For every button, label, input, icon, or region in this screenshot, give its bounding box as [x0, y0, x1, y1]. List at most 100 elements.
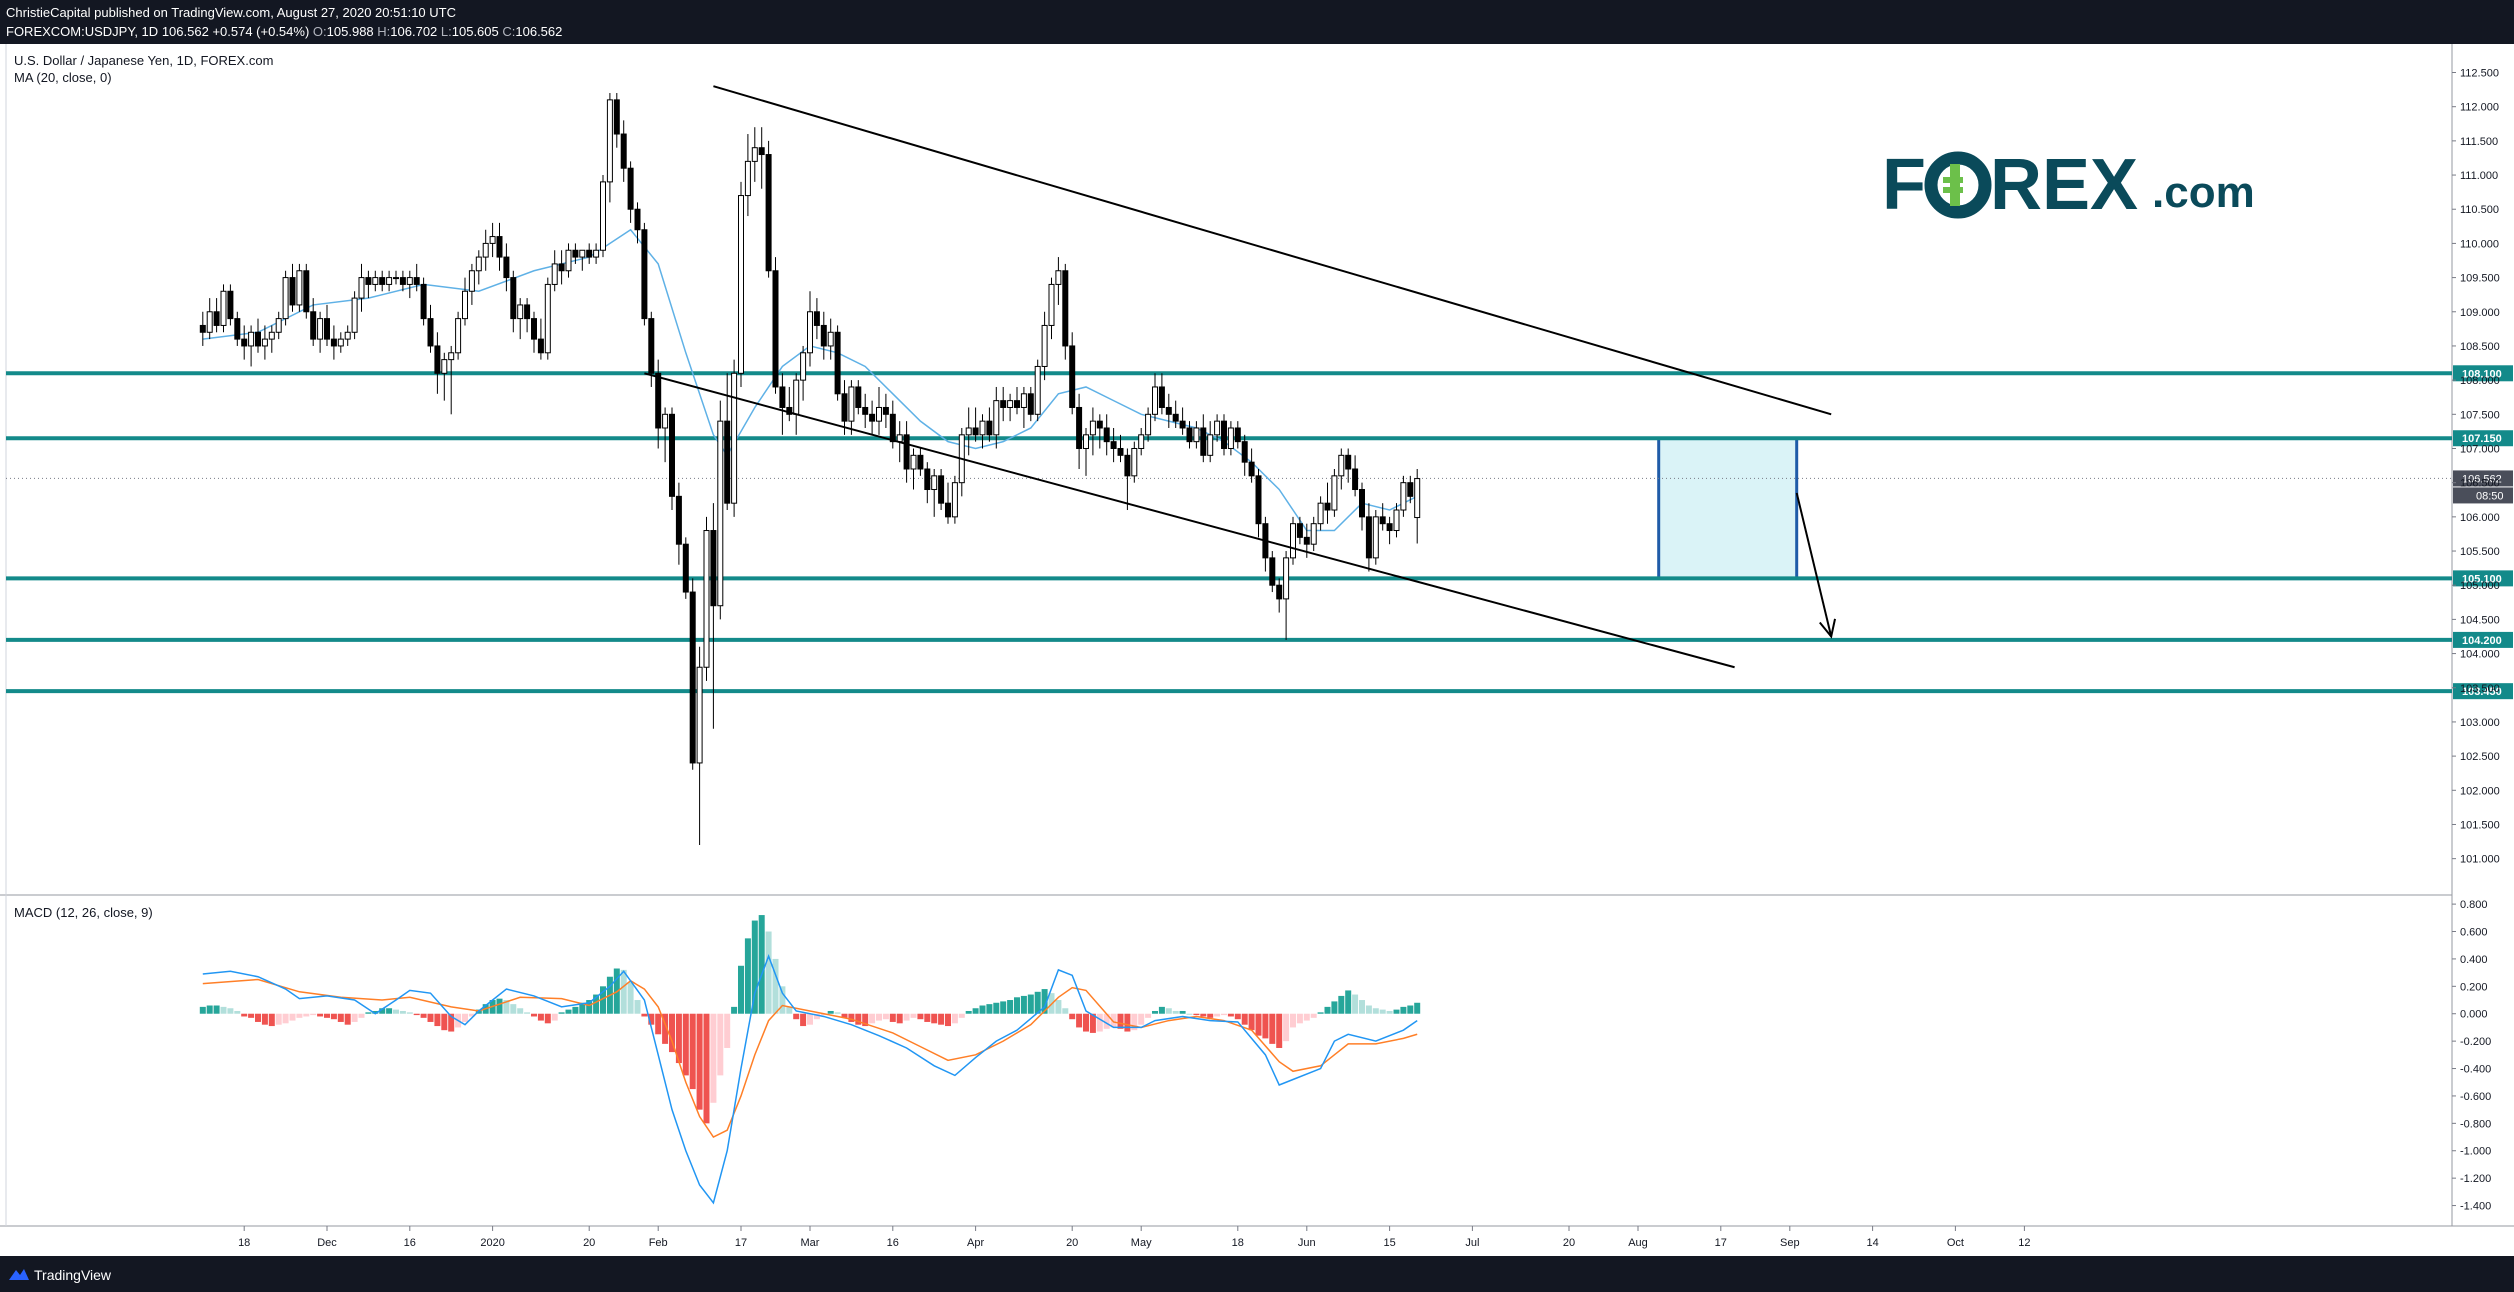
candle-down [1248, 461, 1255, 477]
price-tick-label: 102.500 [2460, 751, 2500, 763]
macd-histogram-bar [372, 1010, 379, 1014]
candle-up [951, 482, 958, 518]
macd-histogram-bar [1124, 1013, 1131, 1032]
time-tick-label: Feb [649, 1237, 668, 1249]
macd-histogram-bar [793, 1013, 800, 1020]
macd-histogram-bar [261, 1013, 268, 1025]
macd-tick-label: -1.400 [2460, 1201, 2491, 1213]
price-chart[interactable]: 108.100 107.150 105.100 104.200 103.450 106.5… [0, 44, 2514, 1256]
macd-histogram-bar [841, 1013, 848, 1018]
candle-down [1234, 427, 1241, 443]
high-value: 106.702 [390, 24, 438, 39]
macd-histogram-bar [634, 1000, 641, 1014]
macd-histogram-bar [1117, 1013, 1124, 1029]
macd-histogram-bar [1076, 1013, 1083, 1028]
candle-up [1338, 454, 1345, 477]
candle-up [1310, 523, 1317, 545]
macd-histogram-bar [1372, 1008, 1379, 1014]
level-price-tag [2453, 365, 2513, 382]
macd-histogram-bar [1283, 1013, 1290, 1042]
macd-histogram-bar [420, 1013, 427, 1018]
candle-up [1034, 365, 1041, 415]
candle-up [606, 99, 613, 183]
candle-down [945, 502, 951, 518]
candle-up [248, 331, 255, 347]
level-label: 108.100 [2462, 368, 2502, 380]
forex-logo: F O REX .com [1882, 145, 2255, 225]
macd-histogram-bar [655, 1013, 662, 1035]
macd-histogram-bar [275, 1013, 282, 1025]
candle-up [475, 256, 482, 272]
candle-down [1103, 427, 1110, 443]
time-tick-label: 20 [583, 1237, 595, 1249]
price-tick-label: 105.500 [2460, 546, 2500, 558]
macd-histogram-bar [413, 1013, 420, 1016]
macd-histogram-bar [738, 965, 744, 1014]
time-tick-label: Jun [1298, 1237, 1316, 1249]
macd-histogram-bar [1303, 1013, 1310, 1021]
candle-up [662, 413, 669, 429]
time-tick-label: 2020 [480, 1237, 504, 1249]
macd-histogram-bar [620, 969, 627, 1014]
macd-histogram-bar [834, 1012, 841, 1014]
high-label: H: [377, 24, 391, 39]
chart-title: U.S. Dollar / Japanese Yen, 1D, FOREX.co… [14, 53, 273, 68]
price-tick-label: 107.500 [2460, 409, 2500, 421]
candle-up [1152, 386, 1158, 415]
brand-name: TradingView [34, 1267, 112, 1283]
time-tick-label: Aug [1628, 1237, 1648, 1249]
price-tick-label: 108.000 [2460, 375, 2500, 387]
macd-histogram-bar [951, 1013, 958, 1024]
macd-histogram-bar [600, 986, 606, 1014]
candle-up [317, 318, 324, 340]
candle-down [1379, 516, 1386, 525]
candle-up [565, 249, 572, 272]
candle-down [903, 434, 910, 470]
candle-down [1096, 420, 1103, 429]
candle-down [1110, 441, 1117, 449]
countdown-tag [2453, 487, 2513, 504]
candle-up [372, 277, 379, 285]
candle-down [227, 290, 234, 320]
candle-up [1138, 434, 1145, 449]
macd-histogram-bar [365, 1012, 372, 1014]
consolidation-box[interactable] [1657, 436, 1799, 580]
channel-upper-line [713, 85, 1832, 416]
time-tick-label: 15 [1383, 1237, 1395, 1249]
close-value: 106.562 [515, 24, 563, 39]
macd-histogram-bar [379, 1008, 386, 1014]
time-tick-label: Jul [1465, 1237, 1479, 1249]
candle-up [468, 270, 475, 292]
macd-line [202, 954, 1418, 1205]
macd-histogram-bar [917, 1013, 924, 1020]
candle-down [938, 475, 945, 504]
macd-histogram-bar [1186, 1013, 1193, 1015]
candle-up [696, 666, 703, 764]
candle-down [1407, 482, 1414, 497]
macd-histogram-bar [772, 958, 779, 1014]
candle-down [1069, 345, 1076, 408]
candle-down [862, 406, 869, 415]
macd-histogram-bar [744, 938, 751, 1014]
candle-down [524, 304, 531, 320]
candle-up [1041, 324, 1048, 367]
candle-up [1007, 400, 1014, 408]
macd-histogram-bar [1359, 1000, 1365, 1014]
candle-up [1372, 516, 1379, 559]
macd-histogram-bar [1414, 1002, 1421, 1014]
candle-up [965, 427, 972, 436]
macd-histogram-bar [993, 1002, 1000, 1014]
ma20-line [202, 228, 1418, 532]
logo-coin-line2 [1943, 187, 1963, 193]
macd-histogram-bar [813, 1013, 820, 1020]
macd-histogram-bar [1365, 1005, 1372, 1014]
macd-histogram-bar [537, 1013, 544, 1021]
macd-tick-label: -0.800 [2460, 1118, 2491, 1130]
candle-down [503, 256, 510, 279]
time-tick-label: Mar [801, 1237, 820, 1249]
time-tick-label: 18 [238, 1237, 250, 1249]
macd-histogram-bar [317, 1013, 324, 1017]
macd-histogram-bar [1386, 1010, 1393, 1014]
candle-down [379, 277, 386, 285]
candle-down [324, 318, 330, 340]
